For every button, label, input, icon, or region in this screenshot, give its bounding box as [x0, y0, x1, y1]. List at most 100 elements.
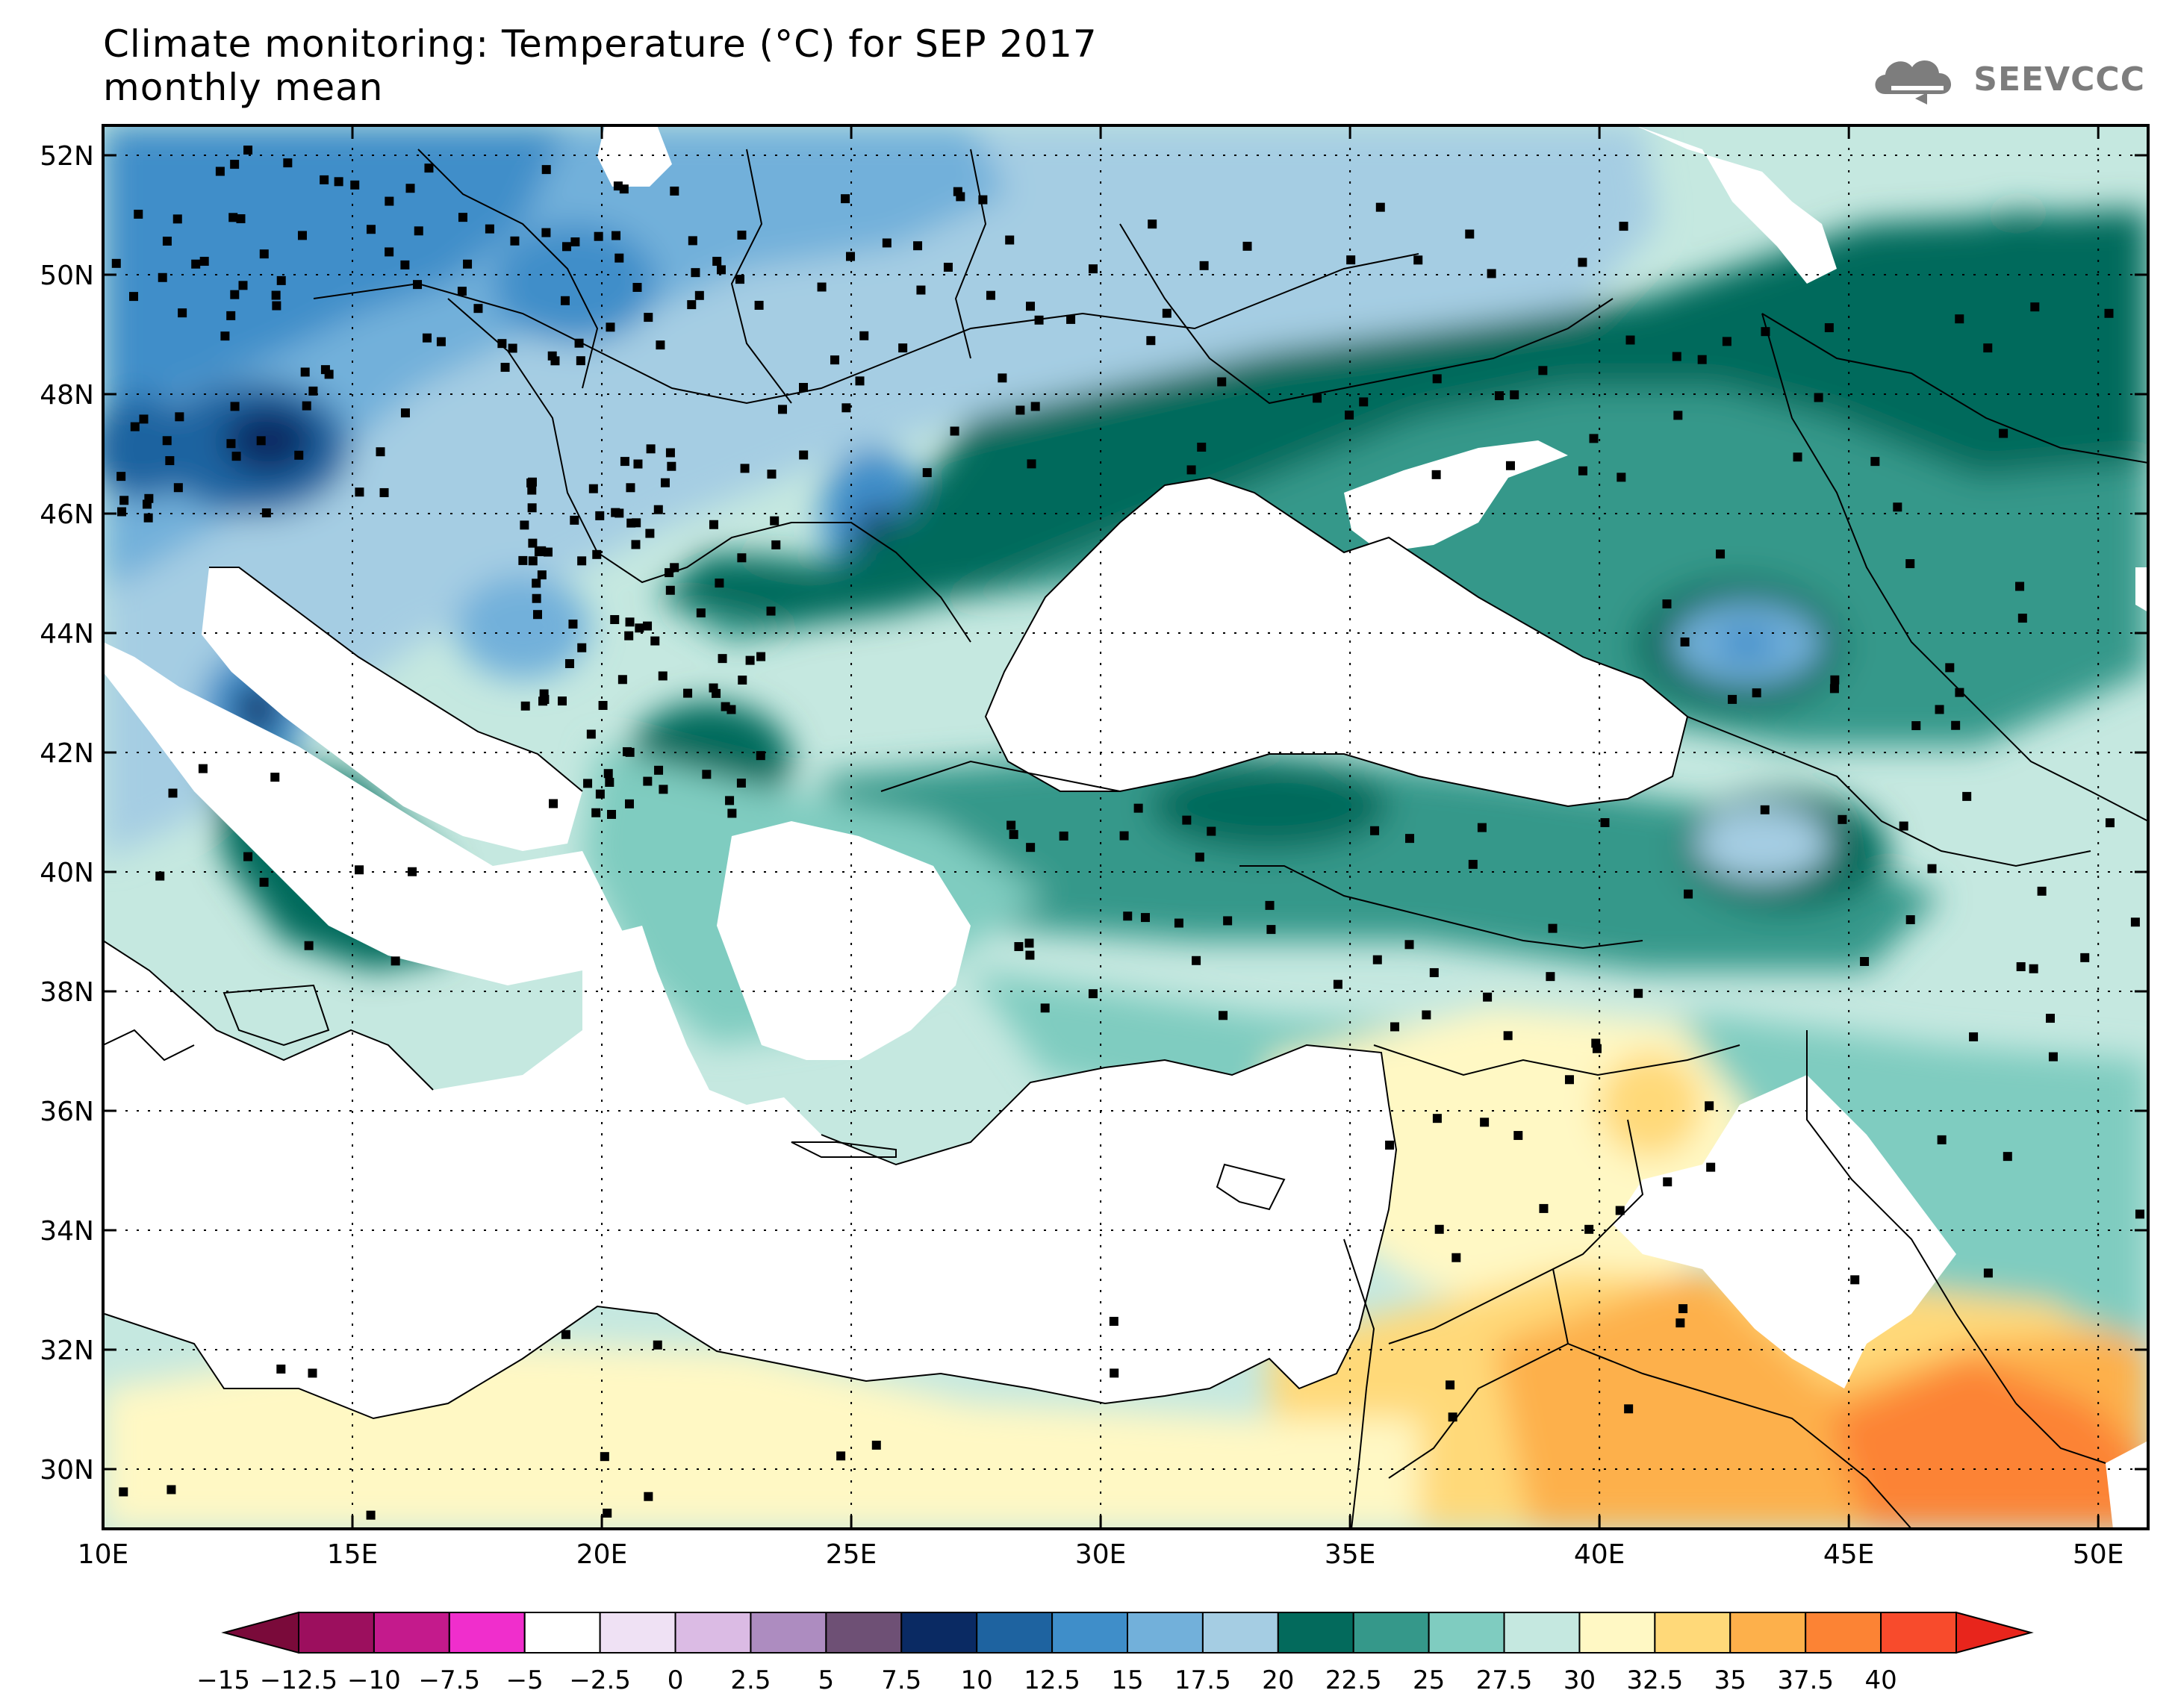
station-marker	[2015, 582, 2025, 591]
station-marker	[215, 166, 225, 176]
colorbar-swatch	[825, 1612, 903, 1654]
station-marker	[606, 322, 615, 332]
colorbar-label: 15	[1111, 1665, 1143, 1695]
station-marker	[558, 696, 567, 706]
colorbar-label: −7.5	[419, 1665, 481, 1695]
station-marker	[736, 778, 746, 788]
station-marker	[1589, 434, 1599, 443]
colorbar-swatch	[1503, 1612, 1581, 1654]
station-marker	[665, 448, 675, 458]
station-marker	[1182, 815, 1192, 825]
colorbar-swatch	[1729, 1612, 1807, 1654]
station-marker	[270, 773, 280, 782]
station-marker	[898, 343, 908, 353]
station-marker	[165, 456, 175, 466]
station-marker	[654, 765, 664, 775]
station-marker	[691, 268, 700, 278]
station-marker	[1390, 1022, 1400, 1032]
station-marker	[577, 556, 587, 566]
station-marker	[846, 252, 856, 261]
station-marker	[1431, 470, 1441, 479]
station-marker	[603, 769, 613, 779]
station-marker	[583, 779, 593, 788]
station-marker	[687, 300, 697, 310]
station-marker	[532, 593, 541, 603]
station-marker	[228, 213, 238, 222]
station-marker	[632, 282, 642, 292]
station-marker	[320, 365, 330, 375]
lon-label: 30E	[1075, 1539, 1127, 1570]
station-marker	[534, 547, 544, 557]
station-marker	[2017, 614, 2027, 623]
station-marker	[294, 450, 304, 460]
station-marker	[1697, 355, 1707, 364]
station-marker	[2029, 964, 2038, 973]
station-marker	[625, 617, 635, 627]
station-marker	[119, 1487, 128, 1497]
station-marker	[570, 237, 580, 247]
station-marker	[1503, 1031, 1513, 1041]
station-marker	[1030, 402, 1040, 411]
station-marker	[1223, 916, 1233, 926]
colorbar-swatch	[1352, 1612, 1430, 1654]
station-marker	[230, 402, 240, 411]
station-marker	[173, 483, 183, 493]
logo-text: SEEVCCC	[1973, 60, 2145, 99]
lon-label: 35E	[1325, 1539, 1376, 1570]
station-marker	[320, 175, 329, 184]
station-marker	[1663, 1177, 1673, 1187]
station-marker	[1487, 269, 1496, 278]
station-marker	[261, 508, 271, 518]
station-marker	[770, 516, 780, 526]
station-marker	[1372, 955, 1382, 964]
station-marker	[366, 1510, 376, 1520]
latitude-axis: 52N 50N 48N 46N 44N 42N 40N 38N 36N 34N 32N 30N	[40, 141, 2148, 1486]
station-marker	[1429, 967, 1439, 977]
station-marker	[2037, 886, 2047, 896]
station-marker	[134, 209, 143, 219]
station-marker	[1174, 918, 1183, 928]
station-marker	[520, 701, 530, 711]
station-marker	[1546, 972, 1555, 982]
station-marker	[799, 450, 809, 460]
station-marker	[1619, 222, 1628, 231]
station-marker	[1186, 465, 1196, 475]
colorbar-label: −10	[347, 1665, 401, 1695]
station-marker	[1673, 411, 1683, 420]
station-marker	[817, 282, 827, 292]
station-marker	[385, 247, 394, 257]
station-marker	[271, 290, 281, 300]
station-marker	[841, 194, 850, 204]
station-marker	[1468, 859, 1478, 869]
station-marker	[564, 658, 574, 668]
station-marker	[230, 160, 240, 169]
station-marker	[859, 331, 869, 340]
station-marker	[1009, 829, 1018, 839]
station-marker	[1024, 938, 1034, 948]
station-marker	[259, 249, 269, 259]
colorbar-swatch	[976, 1612, 1054, 1654]
station-marker	[1829, 684, 1839, 694]
station-marker	[667, 461, 676, 471]
colorbar-label: 30	[1563, 1665, 1596, 1695]
station-marker	[646, 444, 656, 454]
station-marker	[1088, 264, 1098, 274]
lat-label: 48N	[40, 380, 94, 411]
station-marker	[1617, 473, 1626, 482]
colorbar-low-arrow	[221, 1611, 299, 1654]
colorbar-label: −5	[506, 1665, 544, 1695]
station-marker	[1548, 923, 1558, 933]
station-marker	[683, 688, 693, 698]
station-marker	[485, 224, 494, 234]
colorbar-label: 27.5	[1476, 1665, 1533, 1695]
station-marker	[1955, 314, 1964, 324]
station-marker	[1983, 343, 1993, 353]
station-marker	[586, 729, 596, 739]
station-marker	[457, 287, 467, 296]
station-marker	[520, 520, 529, 530]
station-marker	[1217, 377, 1227, 387]
station-marker	[2045, 1014, 2055, 1023]
station-marker	[645, 529, 655, 538]
station-marker	[1850, 1275, 1860, 1285]
station-marker	[568, 619, 578, 629]
